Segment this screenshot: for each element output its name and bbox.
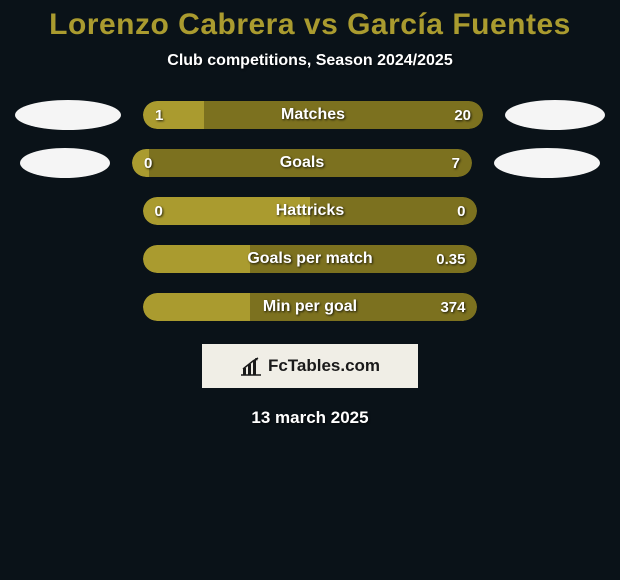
stat-bar-left — [143, 293, 250, 321]
stat-bar: Goals07 — [132, 149, 472, 177]
stat-bar-right — [310, 197, 477, 225]
stat-value-right: 0.35 — [436, 245, 465, 273]
stat-bar-left — [143, 101, 204, 129]
stat-value-left: 1 — [155, 101, 163, 129]
stat-bar: Min per goal374 — [143, 293, 478, 321]
stat-row: Matches120 — [0, 100, 620, 130]
stat-value-right: 374 — [440, 293, 465, 321]
stat-value-right: 7 — [452, 149, 460, 177]
stat-rows: Matches120Goals07Hattricks00Goals per ma… — [0, 100, 620, 322]
brand-badge[interactable]: FcTables.com — [202, 344, 418, 388]
stat-row: Min per goal374 — [0, 292, 620, 322]
stat-bar: Goals per match0.35 — [143, 245, 478, 273]
stat-bar-right — [204, 101, 483, 129]
stat-row: Goals per match0.35 — [0, 244, 620, 274]
subtitle: Club competitions, Season 2024/2025 — [0, 52, 620, 70]
stat-row: Hattricks00 — [0, 196, 620, 226]
stat-value-left: 0 — [155, 197, 163, 225]
stat-value-right: 20 — [454, 101, 471, 129]
stat-value-right: 0 — [457, 197, 465, 225]
stat-bar: Matches120 — [143, 101, 483, 129]
brand-text: FcTables.com — [268, 356, 380, 376]
chart-icon — [240, 356, 262, 376]
player-left-avatar — [15, 100, 121, 130]
stat-bar-left — [143, 245, 250, 273]
comparison-widget: Lorenzo Cabrera vs García Fuentes Club c… — [0, 0, 620, 428]
page-title: Lorenzo Cabrera vs García Fuentes — [0, 8, 620, 42]
player-right-avatar — [494, 148, 600, 178]
stat-value-left: 0 — [144, 149, 152, 177]
stat-row: Goals07 — [0, 148, 620, 178]
stat-bar-right — [149, 149, 472, 177]
stat-bar-left — [143, 197, 310, 225]
player-left-avatar — [20, 148, 110, 178]
date-label: 13 march 2025 — [0, 408, 620, 428]
stat-bar: Hattricks00 — [143, 197, 478, 225]
player-right-avatar — [505, 100, 605, 130]
